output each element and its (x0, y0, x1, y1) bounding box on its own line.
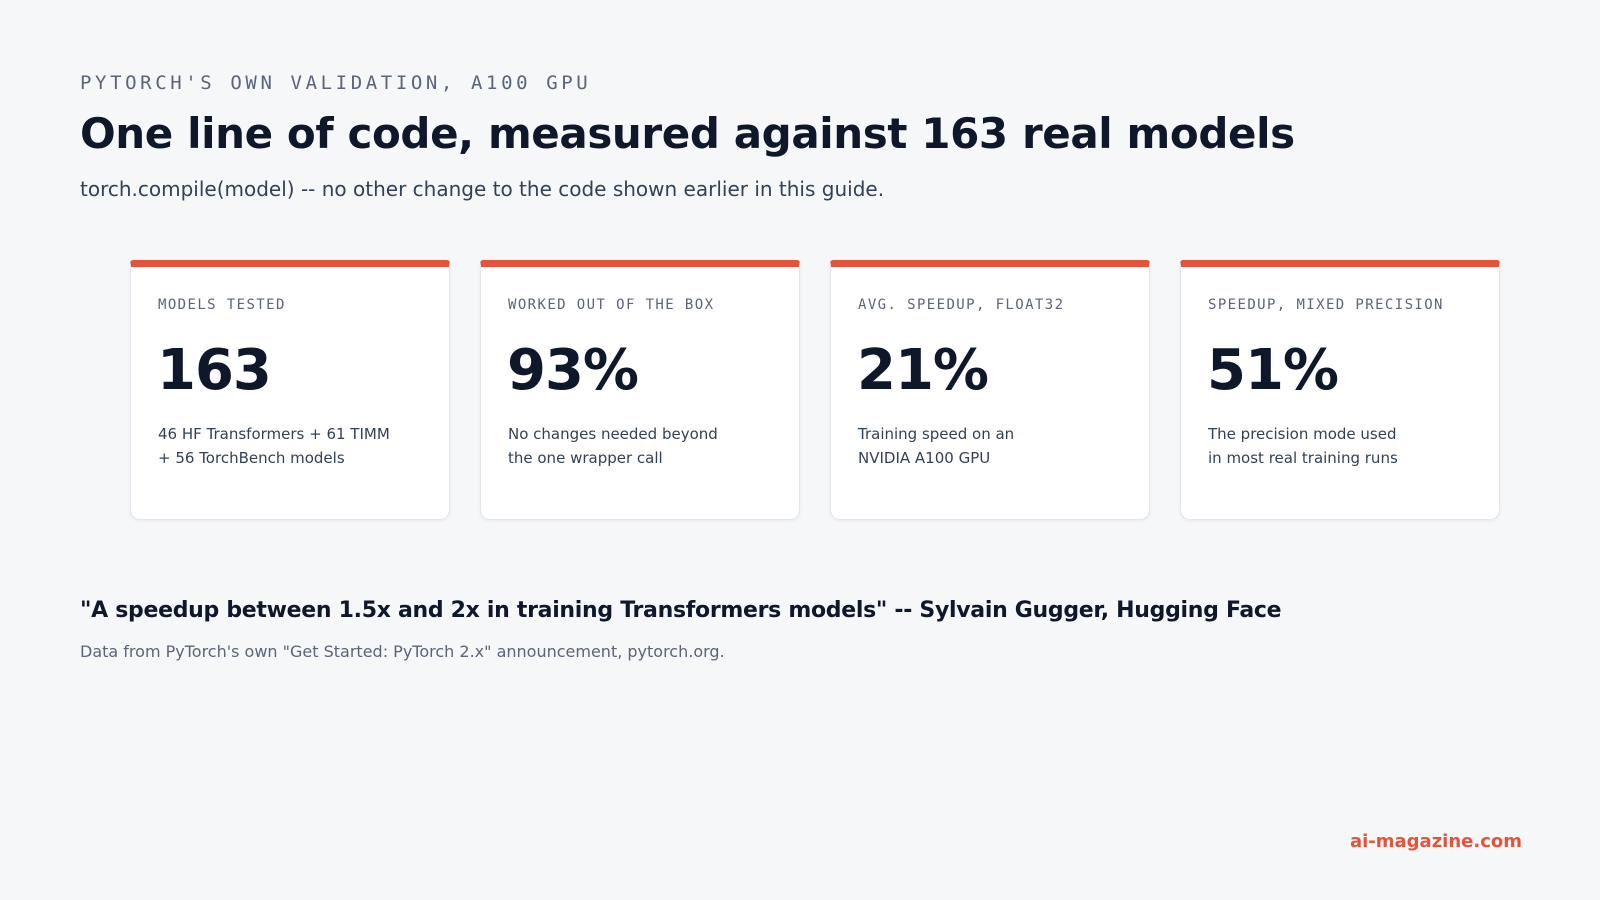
stat-label: MODELS TESTED (158, 297, 286, 313)
stat-value: 93% (507, 338, 639, 403)
stat-description: No changes needed beyond the one wrapper… (508, 422, 748, 470)
page-title: One line of code, measured against 163 r… (80, 109, 1295, 158)
stat-description-line: in most real training runs (1208, 449, 1398, 467)
stat-card-avg-speedup-float32: AVG. SPEEDUP, FLOAT32 21% Training speed… (830, 260, 1150, 520)
stat-description-line: 46 HF Transformers + 61 TIMM (158, 425, 390, 443)
stat-description-line: The precision mode used (1208, 425, 1397, 443)
stat-label: SPEEDUP, MIXED PRECISION (1208, 297, 1444, 313)
stat-label: AVG. SPEEDUP, FLOAT32 (858, 297, 1065, 313)
stat-card-speedup-mixed-precision: SPEEDUP, MIXED PRECISION 51% The precisi… (1180, 260, 1500, 520)
stat-description-line: Training speed on an (858, 425, 1015, 443)
stat-description: 46 HF Transformers + 61 TIMM + 56 TorchB… (158, 422, 398, 470)
stat-description-line: No changes needed beyond (508, 425, 718, 443)
brand-watermark: ai-magazine.com (1349, 831, 1522, 852)
source-note: Data from PyTorch's own "Get Started: Py… (80, 642, 725, 661)
stat-value: 51% (1207, 338, 1339, 403)
stat-label: WORKED OUT OF THE BOX (508, 297, 715, 313)
stat-card-models-tested: MODELS TESTED 163 46 HF Transformers + 6… (130, 260, 450, 520)
stat-cards: MODELS TESTED 163 46 HF Transformers + 6… (130, 260, 1500, 520)
stat-description: The precision mode used in most real tra… (1208, 422, 1448, 470)
stat-value: 163 (157, 338, 272, 403)
stat-description-line: NVIDIA A100 GPU (858, 449, 991, 467)
stat-value: 21% (857, 338, 989, 403)
stat-description-line: the one wrapper call (508, 449, 663, 467)
page-subtitle: torch.compile(model) -- no other change … (80, 177, 885, 201)
eyebrow-label: PYTORCH'S OWN VALIDATION, A100 GPU (80, 72, 592, 94)
stat-description: Training speed on an NVIDIA A100 GPU (858, 422, 1098, 470)
stat-card-worked-out-of-box: WORKED OUT OF THE BOX 93% No changes nee… (480, 260, 800, 520)
testimonial-quote: "A speedup between 1.5x and 2x in traini… (80, 598, 1282, 623)
stat-description-line: + 56 TorchBench models (158, 449, 345, 467)
